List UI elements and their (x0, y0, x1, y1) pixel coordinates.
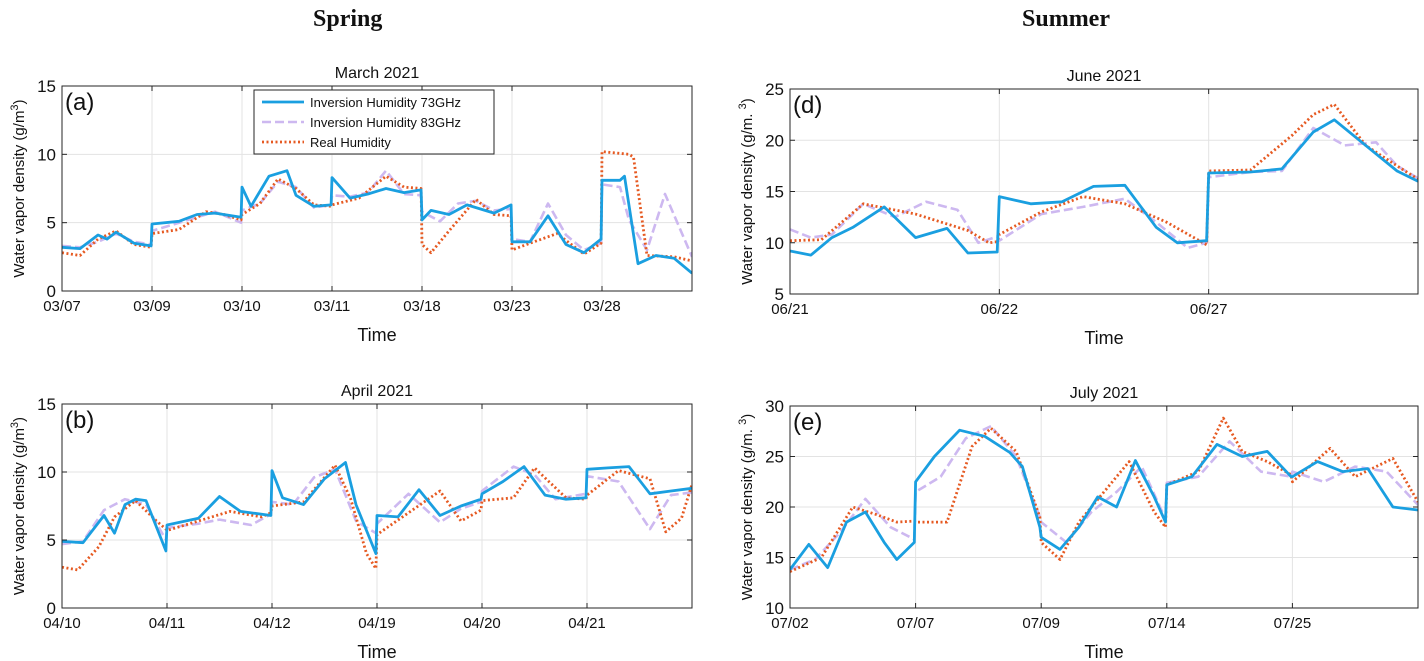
panel-e: 10 15 20 25 30 07/02 07/07 07/09 07/14 07/25 July … (737, 385, 1419, 661)
y-tick-label: 5 (47, 214, 56, 233)
axes-frame (61, 85, 693, 292)
x-tick-label: 07/14 (1148, 615, 1186, 632)
x-tick-label: 03/18 (403, 298, 441, 315)
y-tick-label: 10 (37, 463, 56, 482)
x-tick-label: 06/27 (1190, 301, 1228, 318)
x-tick-label: 04/21 (568, 615, 606, 632)
y-tick-label: 0 (47, 282, 56, 301)
x-tick-label: 07/25 (1274, 615, 1312, 632)
x-tick-label: 07/09 (1022, 615, 1060, 632)
x-axis-label: Time (1084, 328, 1123, 348)
y-tick-label: 30 (765, 397, 784, 416)
x-tick-label: 06/22 (981, 301, 1019, 318)
x-axis-label: Time (1084, 642, 1123, 661)
x-tick-label: 03/09 (133, 298, 171, 315)
spring-column-title: Spring (313, 6, 383, 32)
series-line-solid (790, 428, 1418, 571)
series-group (62, 461, 692, 572)
series-line-solid (790, 118, 1418, 257)
panel-d: 5 10 15 20 25 06/21 06/22 06/27 June 2021 (d) Time… (737, 68, 1419, 348)
x-tick-label: 04/10 (43, 615, 81, 632)
y-tick-label: 5 (47, 531, 56, 550)
panel-title: June 2021 (1067, 68, 1142, 85)
x-axis-label: Time (357, 325, 396, 345)
y-tick-label: 25 (765, 448, 784, 467)
panel-label: (a) (65, 89, 94, 116)
panel-title: March 2021 (335, 65, 420, 82)
y-tick-label: 10 (37, 145, 56, 164)
y-tick-label: 15 (765, 183, 784, 202)
y-axis-label: Water vapor density (g/m3) (9, 417, 28, 595)
series-line-dashed (790, 126, 1418, 250)
x-tick-label: 04/11 (149, 615, 185, 632)
y-tick-label: 10 (765, 234, 784, 253)
x-tick-label: 06/21 (771, 301, 809, 318)
y-tick-label: 15 (765, 549, 784, 568)
y-tick-label: 20 (765, 498, 784, 517)
x-tick-label: 04/19 (358, 615, 396, 632)
panel-b: 0 5 10 15 04/10 04/11 04/12 04/19 04/20 04/21 Apri… (9, 383, 693, 661)
y-tick-label: 15 (37, 395, 56, 414)
y-axis-label: Water vapor density (g/m. 3) (737, 414, 756, 600)
legend: Inversion Humidity 73GHz Inversion Humidi… (253, 89, 495, 155)
x-tick-label: 03/23 (493, 298, 531, 315)
y-tick-label: 10 (765, 599, 784, 618)
y-tick-label: 0 (47, 599, 56, 618)
x-axis-label: Time (357, 642, 396, 661)
y-axis-label: Water vapor density (g/m3) (9, 99, 28, 277)
series-group (62, 150, 692, 275)
x-tick-label: 04/12 (253, 615, 291, 632)
x-tick-label: 03/10 (223, 298, 261, 315)
y-tick-label: 5 (775, 285, 784, 304)
legend-entry: Inversion Humidity 73GHz (310, 95, 461, 110)
series-group (790, 103, 1418, 257)
x-tick-label: 03/07 (43, 298, 81, 315)
summer-column-title: Summer (1022, 6, 1110, 32)
panel-label: (d) (793, 92, 822, 119)
legend-entry: Real Humidity (310, 135, 391, 150)
x-tick-label: 03/28 (583, 298, 621, 315)
y-tick-label: 20 (765, 131, 784, 150)
series-line-solid (62, 461, 692, 555)
x-tick-label: 03/11 (314, 298, 350, 315)
legend-entry: Inversion Humidity 83GHz (310, 115, 461, 130)
x-tick-label: 07/02 (771, 615, 809, 632)
panel-title: April 2021 (341, 383, 413, 400)
series-line-solid (62, 169, 692, 275)
y-tick-label: 25 (765, 80, 784, 99)
y-tick-label: 15 (37, 77, 56, 96)
y-axis-label: Water vapor density (g/m. 3) (737, 98, 756, 284)
series-group (790, 416, 1418, 573)
series-line-dotted (790, 103, 1418, 247)
panel-a: 0 5 10 15 03/07 03/09 03/10 03/11 03/18 03/23 03/2… (9, 65, 693, 345)
x-tick-label: 04/20 (463, 615, 501, 632)
x-tick-label: 07/07 (897, 615, 935, 632)
panel-label: (b) (65, 407, 94, 434)
panel-label: (e) (793, 409, 822, 436)
panel-title: July 2021 (1070, 385, 1139, 402)
